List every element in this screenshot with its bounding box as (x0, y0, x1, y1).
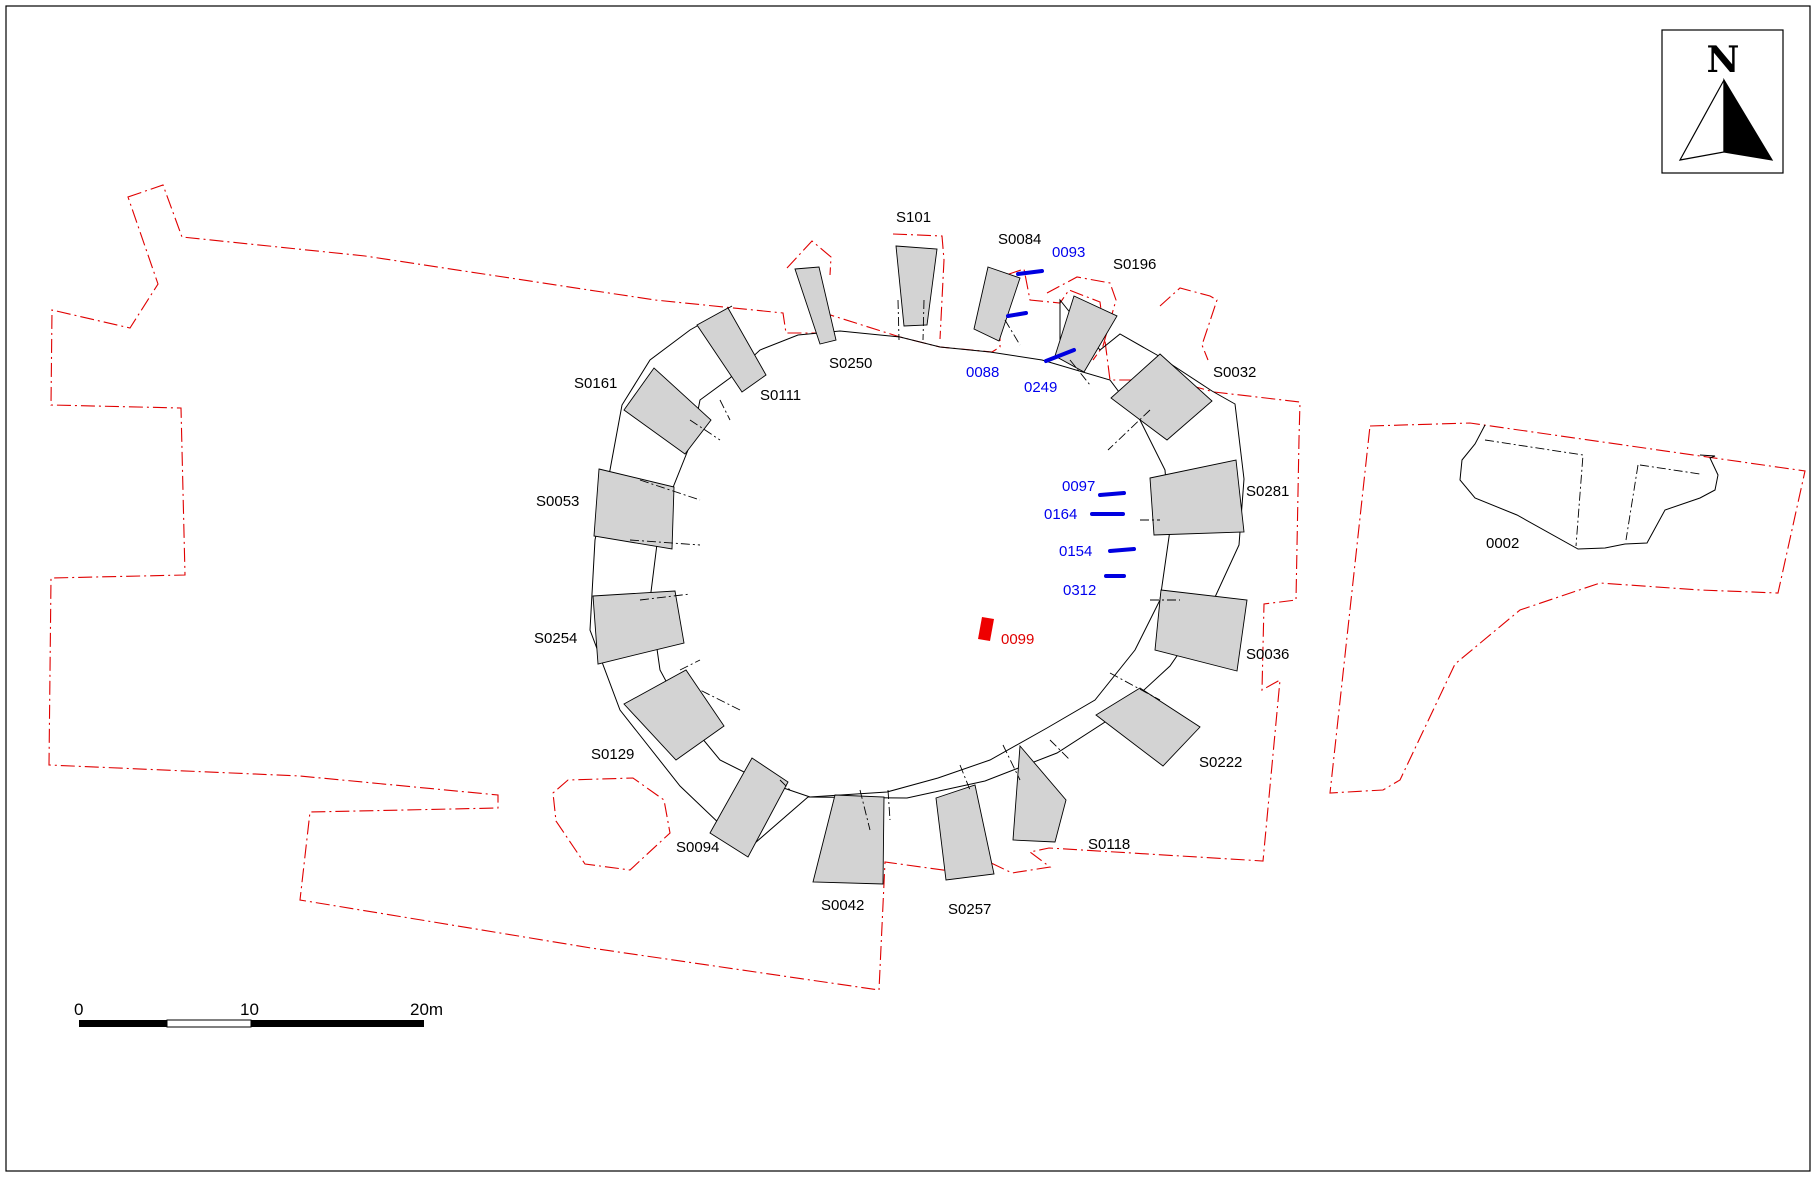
feature-0002 (1460, 425, 1718, 549)
scale-bar-segment-2 (167, 1020, 251, 1027)
label-S0094: S0094 (676, 839, 719, 856)
label-S0161: S0161 (574, 375, 617, 392)
label-posthole-0088: 0088 (966, 364, 999, 381)
red-feature-0099-mark (978, 617, 994, 641)
segment-S0053 (594, 469, 674, 549)
label-S0222: S0222 (1199, 754, 1242, 771)
posthole-0154-mark (1110, 549, 1134, 551)
segment-S101 (896, 246, 937, 326)
scale-label-0: 0 (74, 1000, 83, 1019)
label-posthole-0249: 0249 (1024, 379, 1057, 396)
inner-ring (650, 331, 1170, 797)
south-west-pit (553, 778, 670, 870)
label-S0118: S0118 (1088, 836, 1130, 853)
segment-S0257 (936, 785, 994, 880)
label-S0250: S0250 (829, 355, 872, 372)
label-posthole-0154: 0154 (1059, 543, 1092, 560)
segment-S0118 (1013, 746, 1066, 842)
label-S0129: S0129 (591, 746, 634, 763)
segment-S0032 (1111, 354, 1212, 440)
segment-S0042 (813, 795, 884, 884)
label-S101: S101 (896, 209, 931, 226)
scale-bar: 0 10 20m (74, 1000, 443, 1027)
posthole-0088-mark (1008, 313, 1026, 316)
feature-0002-outline (1460, 425, 1718, 549)
label-feature-0002: 0002 (1486, 535, 1519, 552)
label-S0111: S0111 (760, 387, 801, 404)
ring-enclosure (590, 246, 1247, 884)
north-arrow: N (1662, 30, 1783, 173)
segment-S0254 (593, 591, 684, 664)
label-S0281: S0281 (1246, 483, 1289, 500)
label-S0254: S0254 (534, 630, 577, 647)
posthole-0097-mark (1100, 493, 1124, 495)
east-boundary (1330, 423, 1805, 793)
label-posthole-0093: 0093 (1052, 244, 1085, 261)
feature-0002-divisions (1485, 440, 1700, 546)
scale-bar-segment-3 (251, 1020, 424, 1027)
label-S0036: S0036 (1246, 646, 1289, 663)
north-letter: N (1707, 39, 1740, 81)
label-red-feature-0099: 0099 (1001, 631, 1034, 648)
drawing-frame (6, 6, 1810, 1171)
posthole-0093-mark (1018, 271, 1042, 274)
label-S0257: S0257 (948, 901, 991, 918)
segment-S0281 (1150, 460, 1244, 535)
label-posthole-0097: 0097 (1062, 478, 1095, 495)
scale-label-20m: 20m (410, 1000, 443, 1019)
north-notch-4 (1160, 288, 1217, 360)
segment-S0222 (1096, 688, 1200, 766)
segment-S0111 (697, 308, 766, 392)
scale-bar-segment-1 (79, 1020, 167, 1027)
label-posthole-0164: 0164 (1044, 506, 1077, 523)
label-S0053: S0053 (536, 493, 579, 510)
segment-S0084 (974, 267, 1020, 341)
label-S0084: S0084 (998, 231, 1041, 248)
segment-S0094 (710, 758, 788, 857)
segment-S0036 (1155, 590, 1247, 671)
label-S0042: S0042 (821, 897, 864, 914)
scale-label-10: 10 (240, 1000, 259, 1019)
label-S0032: S0032 (1213, 364, 1256, 381)
west-boundary (49, 185, 1300, 990)
label-S0196: S0196 (1113, 256, 1156, 273)
label-posthole-0312: 0312 (1063, 582, 1096, 599)
